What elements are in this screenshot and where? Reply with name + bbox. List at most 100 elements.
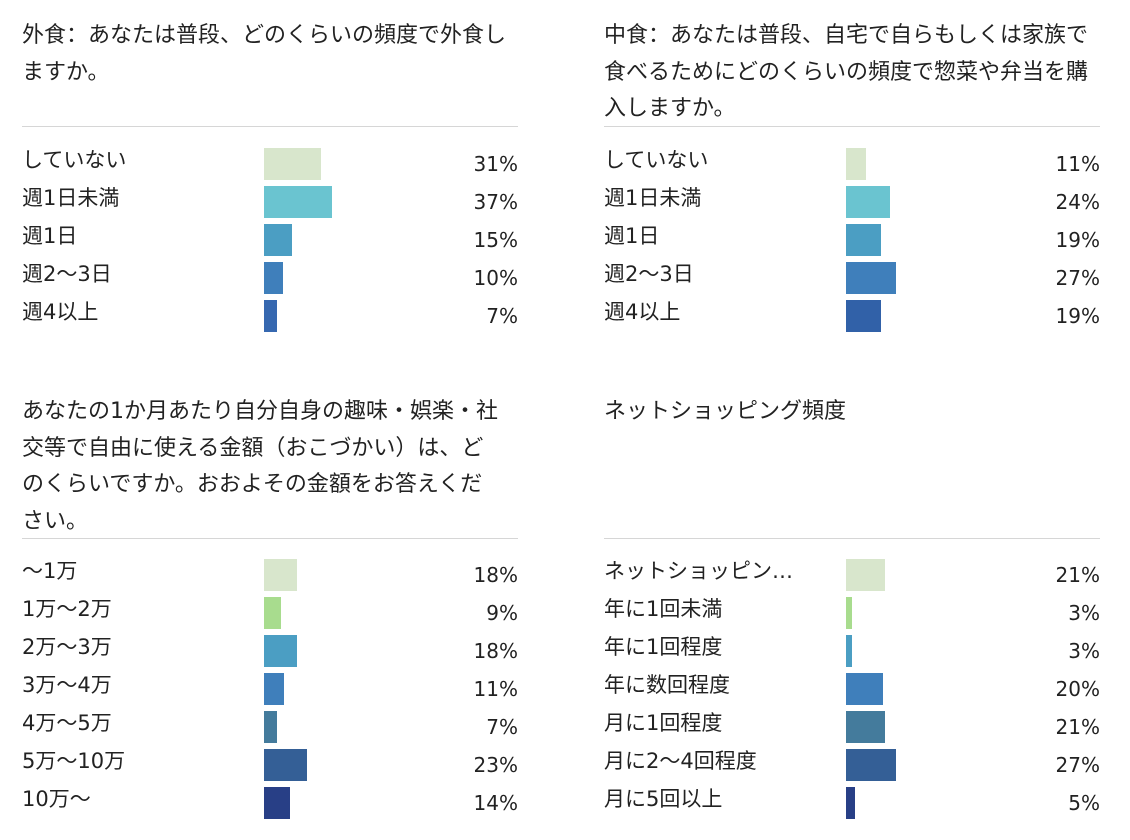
category-label: 2万〜3万: [22, 635, 112, 659]
bar-row: 週1日未満 24%: [604, 183, 1100, 221]
value-label: 31%: [473, 152, 518, 176]
divider: [22, 538, 518, 539]
bar: [264, 635, 298, 667]
bar: [264, 262, 283, 294]
category-label: 週2〜3日: [604, 262, 694, 286]
category-label: していない: [22, 148, 127, 172]
category-label: 月に1回程度: [604, 711, 723, 735]
bar-row: 週2〜3日 10%: [22, 259, 518, 297]
chart-panel-prepared-food: 中食：あなたは普段、自宅で自らもしくは家族で食べるためにどのくらいの頻度で惣菜や…: [604, 18, 1100, 348]
category-label: 週4以上: [22, 300, 99, 324]
category-label: していない: [604, 148, 709, 172]
bar: [264, 300, 277, 332]
bar: [846, 186, 891, 218]
value-label: 7%: [486, 304, 518, 328]
chart-panel-online-shopping: ネットショッピング頻度 ネットショッピン… 21% 年に1回未満 3% 年に1回程度 3%…: [604, 394, 1100, 840]
bar-row: 週1日 19%: [604, 221, 1100, 259]
category-label: 〜1万: [22, 559, 78, 583]
value-label: 10%: [473, 266, 518, 290]
bar: [846, 148, 867, 180]
divider: [22, 126, 518, 127]
value-label: 19%: [1055, 304, 1100, 328]
value-label: 7%: [486, 715, 518, 739]
bar: [846, 635, 852, 667]
bar: [264, 787, 290, 819]
category-label: 週1日: [604, 224, 660, 248]
bar-row: 月に2〜4回程度 27%: [604, 746, 1100, 784]
category-label: 1万〜2万: [22, 597, 112, 621]
bar-row: 週2〜3日 27%: [604, 259, 1100, 297]
bar: [264, 224, 292, 256]
bar: [264, 186, 333, 218]
value-label: 3%: [1068, 601, 1100, 625]
value-label: 3%: [1068, 639, 1100, 663]
category-label: 週1日未満: [22, 186, 120, 210]
category-label: 年に1回未満: [604, 597, 723, 621]
bar: [846, 300, 882, 332]
value-label: 11%: [1055, 152, 1100, 176]
bar-row: 〜1万 18%: [22, 556, 518, 594]
value-label: 37%: [473, 190, 518, 214]
value-label: 18%: [473, 639, 518, 663]
bar: [264, 597, 281, 629]
bar-row: していない 11%: [604, 145, 1100, 183]
bar-row: 年に数回程度 20%: [604, 670, 1100, 708]
chart-panel-allowance: あなたの1か月あたり自分自身の趣味・娯楽・社交等で自由に使える金額（おこづかい）…: [22, 394, 518, 840]
value-label: 21%: [1055, 715, 1100, 739]
bar-row: 月に5回以上 5%: [604, 784, 1100, 822]
chart-title: 中食：あなたは普段、自宅で自らもしくは家族で食べるためにどのくらいの頻度で惣菜や…: [604, 23, 1089, 121]
bar: [264, 749, 307, 781]
category-label: 年に数回程度: [604, 673, 730, 697]
category-label: ネットショッピン…: [604, 559, 793, 583]
chart-title: ネットショッピング頻度: [604, 399, 847, 424]
bar-row: 5万〜10万 23%: [22, 746, 518, 784]
bar: [846, 787, 856, 819]
value-label: 14%: [473, 791, 518, 815]
value-label: 15%: [473, 228, 518, 252]
bar: [846, 749, 896, 781]
bar: [264, 559, 298, 591]
divider: [604, 538, 1100, 539]
category-label: 4万〜5万: [22, 711, 112, 735]
bar-row: 3万〜4万 11%: [22, 670, 518, 708]
bar-row: 4万〜5万 7%: [22, 708, 518, 746]
chart-title: あなたの1か月あたり自分自身の趣味・娯楽・社交等で自由に使える金額（おこづかい）…: [22, 399, 498, 534]
value-label: 20%: [1055, 677, 1100, 701]
bar: [846, 224, 882, 256]
category-label: 3万〜4万: [22, 673, 112, 697]
bar-row: 年に1回程度 3%: [604, 632, 1100, 670]
category-label: 月に2〜4回程度: [604, 749, 757, 773]
value-label: 9%: [486, 601, 518, 625]
value-label: 21%: [1055, 563, 1100, 587]
bar-row: 週4以上 7%: [22, 297, 518, 335]
bar: [846, 673, 883, 705]
bar-row: 10万〜 14%: [22, 784, 518, 822]
bar-row: 月に1回程度 21%: [604, 708, 1100, 746]
category-label: 5万〜10万: [22, 749, 126, 773]
bar-row: していない 31%: [22, 145, 518, 183]
value-label: 11%: [473, 677, 518, 701]
divider: [604, 126, 1100, 127]
bar-row: 年に1回未満 3%: [604, 594, 1100, 632]
chart-panel-eating-out: 外食：あなたは普段、どのくらいの頻度で外食しますか。 していない 31% 週1日未満…: [22, 18, 518, 348]
bar-row: 1万〜2万 9%: [22, 594, 518, 632]
bar-row: 週1日未満 37%: [22, 183, 518, 221]
value-label: 27%: [1055, 266, 1100, 290]
bar: [264, 711, 277, 743]
bar: [846, 559, 885, 591]
value-label: 24%: [1055, 190, 1100, 214]
value-label: 18%: [473, 563, 518, 587]
bar: [846, 262, 896, 294]
category-label: 週1日未満: [604, 186, 702, 210]
category-label: 週2〜3日: [22, 262, 112, 286]
bar: [264, 148, 322, 180]
chart-title: 外食：あなたは普段、どのくらいの頻度で外食しますか。: [22, 23, 507, 85]
category-label: 週4以上: [604, 300, 681, 324]
bar-row: 週4以上 19%: [604, 297, 1100, 335]
bar-row: ネットショッピン… 21%: [604, 556, 1100, 594]
bar-row: 2万〜3万 18%: [22, 632, 518, 670]
value-label: 5%: [1068, 791, 1100, 815]
category-label: 年に1回程度: [604, 635, 723, 659]
value-label: 27%: [1055, 753, 1100, 777]
bar: [846, 711, 885, 743]
